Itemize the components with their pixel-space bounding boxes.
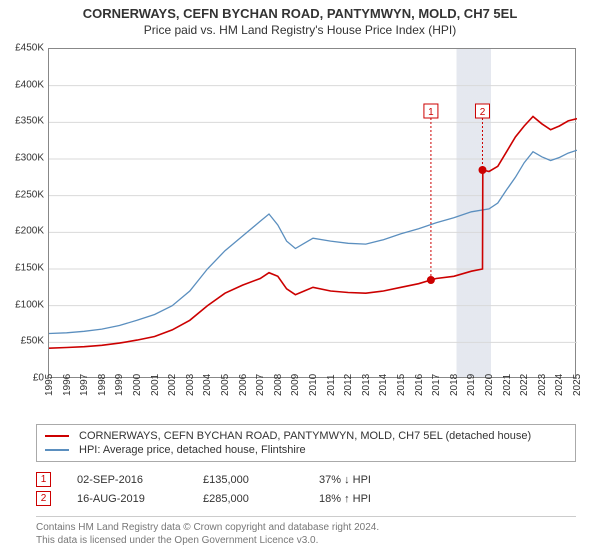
event-delta-1: 37% ↓ HPI [319, 474, 419, 486]
y-axis: £0£50K£100K£150K£200K£250K£300K£350K£400… [2, 48, 46, 378]
event-price-2: £285,000 [203, 493, 293, 505]
chart-title: CORNERWAYS, CEFN BYCHAN ROAD, PANTYMWYN,… [0, 0, 600, 21]
x-tick: 2016 [414, 374, 425, 396]
x-tick: 2019 [466, 374, 477, 396]
event-date-1: 02-SEP-2016 [77, 474, 177, 486]
chart-area: £0£50K£100K£150K£200K£250K£300K£350K£400… [48, 48, 576, 378]
x-tick: 2017 [431, 374, 442, 396]
x-tick: 2021 [502, 374, 513, 396]
event-row-1: 1 02-SEP-2016 £135,000 37% ↓ HPI [36, 470, 576, 489]
y-tick: £250K [15, 189, 44, 200]
x-tick: 2012 [343, 374, 354, 396]
legend-swatch-hpi [45, 449, 69, 451]
x-tick: 1999 [114, 374, 125, 396]
event-price-1: £135,000 [203, 474, 293, 486]
x-tick: 2025 [572, 374, 583, 396]
legend-label-property: CORNERWAYS, CEFN BYCHAN ROAD, PANTYMWYN,… [79, 430, 531, 442]
svg-text:2: 2 [480, 107, 486, 118]
y-tick: £400K [15, 79, 44, 90]
x-tick: 2024 [554, 374, 565, 396]
y-tick: £100K [15, 299, 44, 310]
y-tick: £300K [15, 153, 44, 164]
x-tick: 2002 [167, 374, 178, 396]
x-tick: 2010 [308, 374, 319, 396]
footer-line-2: This data is licensed under the Open Gov… [36, 534, 576, 547]
x-tick: 2007 [255, 374, 266, 396]
legend-row-hpi: HPI: Average price, detached house, Flin… [45, 443, 567, 457]
x-tick: 2023 [537, 374, 548, 396]
x-tick: 2004 [202, 374, 213, 396]
x-tick: 1997 [79, 374, 90, 396]
x-axis: 1995199619971998199920002001200220032004… [48, 378, 576, 418]
event-delta-2: 18% ↑ HPI [319, 493, 419, 505]
y-tick: £0 [33, 373, 44, 384]
markers: 12 [424, 104, 490, 284]
x-tick: 2003 [185, 374, 196, 396]
y-tick: £150K [15, 263, 44, 274]
x-tick: 2000 [132, 374, 143, 396]
gridlines [49, 86, 577, 343]
x-tick: 2009 [290, 374, 301, 396]
x-tick: 2001 [150, 374, 161, 396]
x-tick: 2022 [519, 374, 530, 396]
chart-subtitle: Price paid vs. HM Land Registry's House … [0, 21, 600, 41]
legend: CORNERWAYS, CEFN BYCHAN ROAD, PANTYMWYN,… [36, 424, 576, 462]
x-tick: 2013 [361, 374, 372, 396]
x-tick: 2015 [396, 374, 407, 396]
x-tick: 2005 [220, 374, 231, 396]
footer: Contains HM Land Registry data © Crown c… [36, 516, 576, 547]
legend-swatch-property [45, 435, 69, 437]
x-tick: 1995 [44, 374, 55, 396]
event-badge-2: 2 [36, 491, 51, 506]
y-tick: £350K [15, 116, 44, 127]
x-tick: 2018 [449, 374, 460, 396]
svg-text:1: 1 [428, 107, 434, 118]
x-tick: 2014 [378, 374, 389, 396]
y-tick: £450K [15, 43, 44, 54]
legend-label-hpi: HPI: Average price, detached house, Flin… [79, 444, 306, 456]
y-tick: £50K [21, 336, 44, 347]
events-table: 1 02-SEP-2016 £135,000 37% ↓ HPI 2 16-AU… [36, 470, 576, 508]
x-tick: 2006 [238, 374, 249, 396]
x-tick: 1996 [62, 374, 73, 396]
y-tick: £200K [15, 226, 44, 237]
footer-line-1: Contains HM Land Registry data © Crown c… [36, 521, 576, 534]
event-badge-1: 1 [36, 472, 51, 487]
x-tick: 2020 [484, 374, 495, 396]
event-row-2: 2 16-AUG-2019 £285,000 18% ↑ HPI [36, 489, 576, 508]
x-tick: 2008 [273, 374, 284, 396]
x-tick: 1998 [97, 374, 108, 396]
plot-region: 12 [48, 48, 576, 378]
plot-svg: 12 [49, 49, 577, 379]
x-tick: 2011 [326, 374, 337, 396]
legend-row-property: CORNERWAYS, CEFN BYCHAN ROAD, PANTYMWYN,… [45, 429, 567, 443]
event-date-2: 16-AUG-2019 [77, 493, 177, 505]
